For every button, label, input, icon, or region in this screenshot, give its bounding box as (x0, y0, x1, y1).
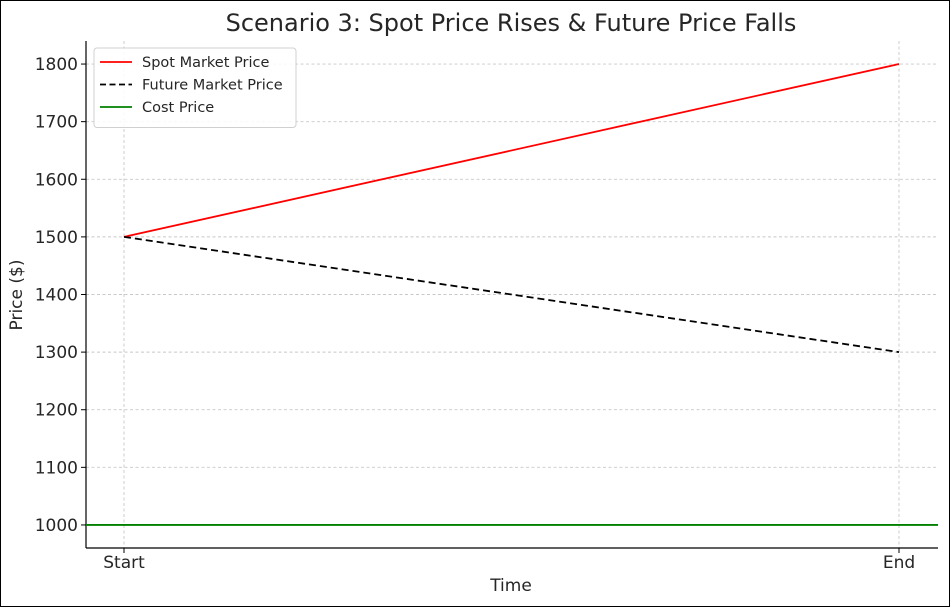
ticks-layer: 1000 1100 1200 1300 1400 1500 1600 1700 1800 Star… (35, 55, 915, 573)
chart-title: Scenario 3: Spot Price Rises & Future Pr… (226, 9, 797, 37)
series-layer (86, 63, 938, 526)
y-tick-label: 1500 (35, 228, 78, 248)
y-tick-label: 1100 (35, 458, 78, 478)
legend-label: Spot Market Price (142, 55, 269, 71)
legend-label: Future Market Price (142, 78, 283, 94)
y-tick-label: 1200 (35, 401, 78, 421)
y-tick-label: 1700 (35, 113, 78, 133)
x-tick-label: Start (103, 553, 145, 573)
y-tick-label: 1800 (35, 55, 78, 75)
y-tick-label: 1600 (35, 170, 78, 190)
legend-label: Cost Price (142, 100, 214, 116)
x-tick-label: End (883, 553, 915, 573)
y-tick-label: 1000 (35, 516, 78, 536)
x-axis-label: Time (489, 576, 532, 596)
series-line-future-market-price (123, 235, 900, 354)
y-tick-label: 1400 (35, 286, 78, 306)
y-axis-label: Price ($) (7, 260, 27, 331)
legend-box (93, 47, 297, 128)
legend: Spot Market Price Future Market Price Cost… (93, 47, 297, 128)
series-line-spot-market-price (123, 63, 900, 238)
y-tick-label: 1300 (35, 343, 78, 363)
